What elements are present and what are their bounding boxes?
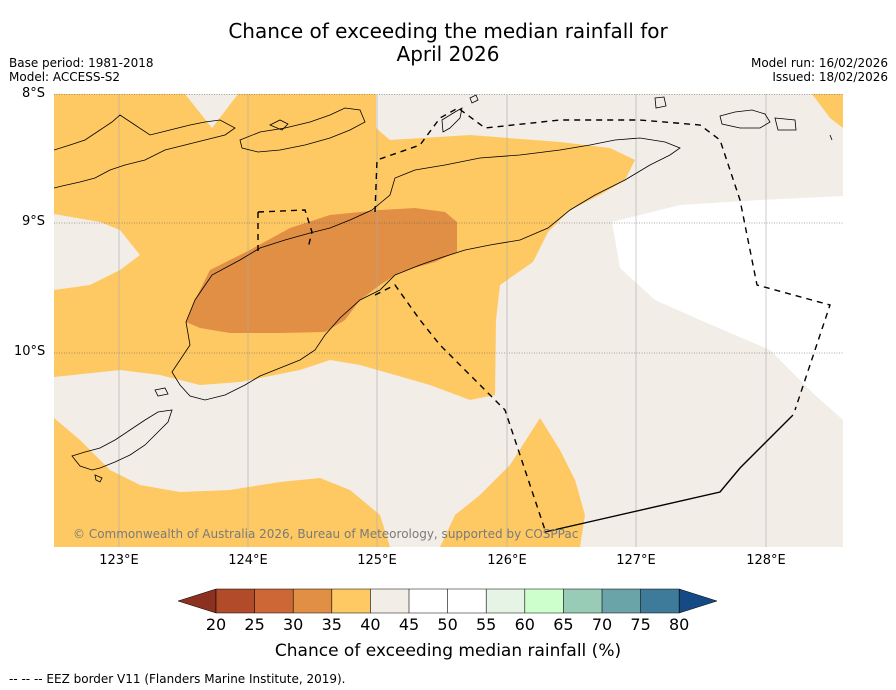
colorbar-60-65 — [524, 589, 564, 613]
cb-tick-70: 70 — [591, 615, 613, 634]
region-45-55 — [612, 196, 843, 420]
colorbar-45-50 — [409, 589, 448, 613]
sumba-coast — [71, 409, 173, 471]
title-line-2: April 2026 — [396, 42, 500, 66]
colorbar-75-80 — [640, 589, 680, 613]
region-35-40-top-right — [812, 94, 843, 128]
island-small-4 — [654, 96, 667, 109]
island-small-5 — [719, 109, 771, 129]
region-35-40-bottom-center — [440, 418, 585, 547]
issued-date: Issued: 18/02/2026 — [772, 70, 888, 84]
region-35-40-bottom-left — [54, 418, 390, 547]
lon-label-125e: 125°E — [357, 553, 397, 568]
cb-tick-35: 35 — [321, 615, 342, 634]
colorbar-20-25 — [216, 589, 255, 613]
title-line-1: Chance of exceeding the median rainfall … — [228, 19, 668, 43]
map-title: Chance of exceeding the median rainfall … — [0, 20, 896, 66]
meridians — [118, 94, 767, 547]
cb-tick-40: 40 — [360, 615, 381, 634]
island-small-6 — [774, 117, 797, 131]
cb-tick-65: 65 — [553, 615, 574, 634]
island-small-3 — [469, 94, 479, 104]
lon-label-126e: 126°E — [487, 553, 527, 568]
lon-label-123e: 123°E — [99, 553, 139, 568]
coastlines — [54, 94, 833, 483]
eez-border — [257, 107, 831, 531]
colorbar-70-75 — [602, 589, 641, 613]
colorbar-label: Chance of exceeding median rainfall (%) — [274, 641, 622, 661]
colorbar-55-60 — [486, 589, 525, 613]
lon-label-128e: 128°E — [746, 553, 786, 568]
model-run: Model run: 16/02/2026 — [750, 56, 888, 70]
map-canvas — [54, 94, 843, 547]
cb-tick-75: 75 — [630, 615, 651, 634]
cb-tick-60: 60 — [514, 615, 535, 634]
colorbar-25-30 — [254, 589, 294, 613]
lat-label-8s: 8°S — [22, 86, 46, 101]
lat-label-9s: 9°S — [22, 214, 46, 229]
colorbar-40-45 — [370, 589, 409, 613]
copyright-notice: © Commonwealth of Australia 2026, Bureau… — [73, 527, 579, 541]
lat-label-10s: 10°S — [14, 344, 46, 359]
base-period: Base period: 1981-2018 — [9, 56, 154, 70]
eez-footer-note: -- -- -- EEZ border V11 (Flanders Marine… — [9, 672, 346, 686]
island-small-8 — [94, 474, 103, 483]
cb-tick-25: 25 — [244, 615, 265, 634]
rainfall-map — [54, 94, 843, 547]
meta-left: Base period: 1981-2018 Model: ACCESS-S2 — [9, 56, 154, 84]
colorbar-arrow-high — [678, 588, 718, 614]
island-small-9 — [154, 387, 169, 397]
island-small-1 — [269, 119, 289, 131]
lon-label-127e: 127°E — [616, 553, 656, 568]
island-small-7 — [829, 134, 833, 141]
meta-right: Model run: 16/02/2026 Issued: 18/02/2026 — [751, 56, 888, 84]
colorbar-arrow-low — [177, 588, 217, 614]
timor-coast — [171, 137, 681, 401]
cb-tick-20: 20 — [205, 615, 227, 634]
colorbar-65-70 — [563, 589, 602, 613]
island-wetar-coast — [239, 107, 366, 153]
cb-tick-45: 45 — [398, 615, 420, 634]
flores-coast — [54, 114, 236, 189]
cb-tick-30: 30 — [283, 615, 304, 634]
colorbar-35-40 — [331, 589, 371, 613]
cb-tick-50: 50 — [437, 615, 458, 634]
colorbar-50-55 — [447, 589, 487, 613]
colorbar — [177, 588, 718, 614]
eez-border-solid — [544, 414, 794, 533]
model-name: Model: ACCESS-S2 — [9, 70, 121, 84]
colorbar-ticks: 20 25 30 35 40 45 50 55 60 65 70 75 80 — [176, 615, 721, 635]
graticule — [54, 94, 843, 354]
region-30-35 — [186, 208, 457, 333]
lon-label-124e: 124°E — [228, 553, 268, 568]
cb-tick-55: 55 — [476, 615, 497, 634]
cb-tick-80: 80 — [669, 615, 690, 634]
island-small-2 — [441, 107, 463, 133]
colorbar-30-35 — [293, 589, 332, 613]
